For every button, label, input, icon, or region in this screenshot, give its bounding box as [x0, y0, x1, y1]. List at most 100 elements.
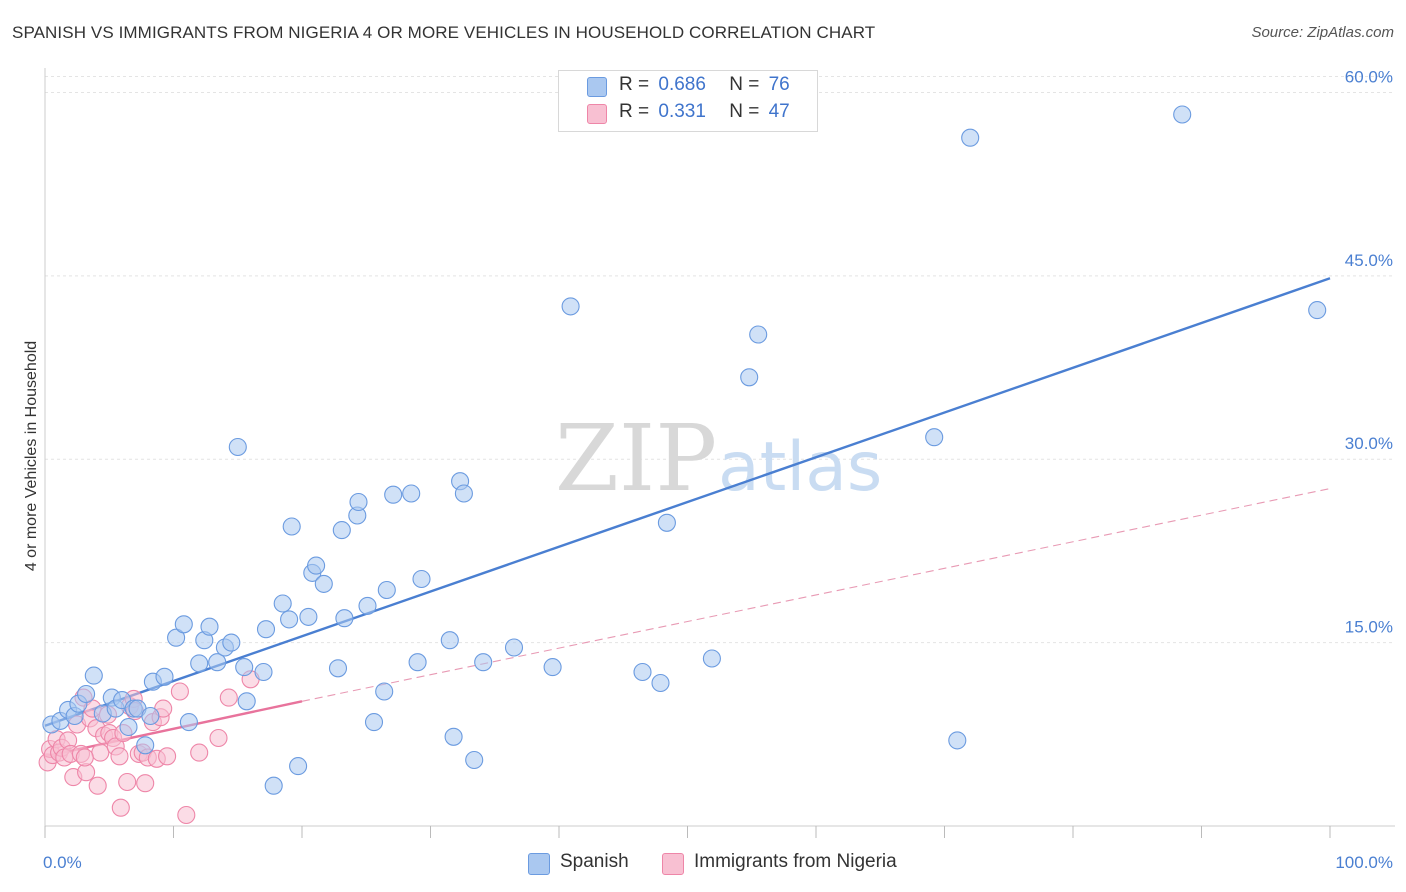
spanish-point-39: [307, 556, 326, 575]
spanish-point-68: [749, 325, 768, 344]
bottom-legend-swatch-spanish: [528, 853, 550, 875]
y-tick-label-60: 60.0%: [1345, 67, 1393, 86]
bottom-legend-swatch-nigeria: [662, 853, 684, 875]
legend-r-value-spanish: 0.686: [658, 74, 706, 95]
nigeria-point-43: [219, 688, 238, 707]
spanish-trendline: [44, 277, 1331, 727]
spanish-point-72: [1173, 105, 1192, 124]
legend-r-label: R =: [619, 74, 650, 95]
x-tick-label-100: 100.0%: [1335, 853, 1393, 872]
spanish-point-66: [702, 649, 721, 668]
spanish-point-55: [444, 727, 463, 746]
legend-r-value-nigeria: 0.331: [658, 101, 706, 122]
spanish-point-47: [364, 713, 384, 732]
spanish-point-20: [179, 713, 198, 732]
nigeria-point-17: [88, 776, 107, 795]
legend-n-label: N =: [729, 74, 760, 95]
spanish-point-36: [289, 757, 308, 776]
spanish-point-11: [119, 717, 138, 737]
nigeria-point-38: [158, 747, 177, 766]
spanish-point-64: [651, 673, 670, 693]
spanish-point-53: [412, 569, 431, 589]
spanish-point-58: [465, 750, 484, 770]
spanish-point-23: [200, 617, 219, 636]
spanish-point-51: [402, 484, 421, 503]
legend-n-value-nigeria: 47: [768, 101, 790, 122]
spanish-point-32: [264, 776, 283, 795]
spanish-point-54: [440, 631, 459, 650]
nigeria-point-45: [111, 798, 130, 817]
nigeria-point-42: [209, 728, 228, 748]
nigeria-trendline-extension: [301, 488, 1331, 702]
spanish-point-29: [237, 692, 256, 711]
spanish-point-60: [504, 638, 524, 657]
spanish-point-24: [208, 653, 227, 672]
y-axis-label: 4 or more Vehicles in Household: [23, 341, 40, 571]
spanish-point-34: [280, 610, 299, 629]
spanish-point-6: [84, 666, 103, 685]
nigeria-point-32: [136, 774, 155, 793]
legend-n-label: N =: [729, 101, 760, 122]
spanish-point-67: [740, 368, 759, 387]
spanish-point-30: [254, 662, 273, 682]
axes: 15.0% 30.0% 45.0% 60.0% 0.0% 100.0%: [43, 67, 1395, 872]
spanish-point-48: [375, 682, 394, 701]
spanish-point-45: [349, 492, 368, 512]
nigeria-point-40: [177, 805, 196, 825]
nigeria-point-41: [190, 743, 209, 762]
spanish-point-31: [256, 620, 276, 639]
spanish-point-19: [174, 615, 193, 634]
spanish-point-26: [222, 633, 241, 652]
spanish-point-73: [1308, 301, 1327, 320]
spanish-point-37: [299, 607, 318, 626]
spanish-point-17: [155, 667, 174, 686]
spanish-point-57: [454, 484, 473, 503]
spanish-point-63: [633, 662, 652, 682]
gridlines: [45, 76, 1395, 644]
trendlines: [44, 277, 1331, 758]
spanish-point-50: [384, 485, 403, 504]
watermark: ZIP atlas: [555, 405, 882, 512]
chart-title: SPANISH VS IMMIGRANTS FROM NIGERIA 4 OR …: [12, 23, 876, 42]
bottom-legend-label-nigeria: Immigrants from Nigeria: [694, 851, 897, 872]
watermark-zip: ZIP: [555, 405, 717, 512]
y-tick-label-45: 45.0%: [1345, 251, 1393, 270]
spanish-point-21: [190, 654, 209, 673]
nigeria-point-26: [118, 772, 137, 792]
legend-n-value-spanish: 76: [768, 74, 790, 95]
spanish-point-43: [335, 609, 354, 628]
nigeria-point-24: [110, 747, 129, 766]
bottom-legend-label-spanish: Spanish: [560, 851, 629, 872]
data-points: [38, 105, 1327, 825]
spanish-point-35: [282, 517, 301, 536]
spanish-point-61: [543, 658, 562, 677]
spanish-point-33: [273, 594, 292, 613]
legend-swatch-spanish: [587, 77, 607, 97]
spanish-point-59: [474, 653, 493, 672]
spanish-point-49: [377, 580, 396, 600]
source-label: Source: ZipAtlas.com: [1251, 24, 1394, 41]
nigeria-point-46: [75, 748, 94, 767]
nigeria-point-39: [170, 682, 189, 701]
legend-swatch-nigeria: [587, 104, 607, 124]
spanish-point-52: [408, 653, 427, 672]
y-tick-label-15: 15.0%: [1345, 618, 1393, 637]
y-tick-label-30: 30.0%: [1345, 434, 1393, 453]
spanish-point-18: [167, 628, 186, 647]
legend-r-label: R =: [619, 101, 650, 122]
spanish-point-5: [77, 684, 96, 704]
spanish-point-40: [314, 574, 333, 593]
spanish-point-65: [657, 513, 676, 532]
nigeria-point-18: [91, 743, 110, 762]
spanish-point-27: [228, 437, 247, 457]
spanish-point-15: [141, 706, 160, 726]
spanish-point-41: [328, 659, 348, 678]
spanish-point-14: [136, 736, 155, 755]
spanish-point-46: [358, 596, 377, 615]
spanish-point-71: [961, 128, 980, 147]
x-tick-label-0: 0.0%: [43, 853, 82, 872]
spanish-point-42: [332, 521, 351, 540]
watermark-atlas: atlas: [718, 428, 882, 507]
spanish-point-69: [925, 428, 944, 447]
